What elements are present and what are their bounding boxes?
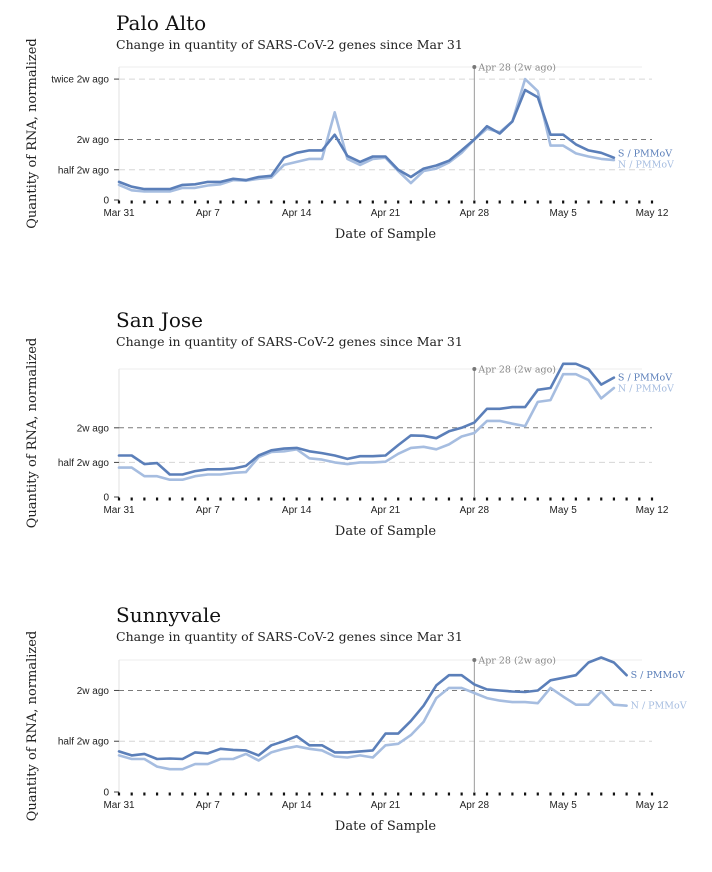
x-tick-label: May 12 xyxy=(636,505,669,516)
y-tick-label: 2w ago xyxy=(77,423,110,434)
series-line-s-pmmov xyxy=(117,362,616,476)
chart-subtitle: Change in quantity of SARS-CoV-2 genes s… xyxy=(116,37,463,52)
series-label-s-pmmov: S / PMMoV xyxy=(618,148,672,159)
marker-dot xyxy=(472,367,477,371)
series-line-n-pmmov xyxy=(117,686,628,771)
x-tick-label: Apr 7 xyxy=(196,800,220,811)
x-tick-label: Apr 21 xyxy=(371,505,401,516)
x-tick-label: Mar 31 xyxy=(103,800,135,811)
x-tick-label: Apr 21 xyxy=(371,800,401,811)
y-tick-label: twice 2w ago xyxy=(51,75,109,86)
x-tick-label: Mar 31 xyxy=(103,505,135,516)
chart-svg-san-jose: San Jose Change in quantity of SARS-CoV-2… xyxy=(25,308,674,539)
x-tick-label: Apr 14 xyxy=(282,800,312,811)
series-label-n-pmmov: N / PMMoV xyxy=(618,159,674,170)
marker-dot xyxy=(472,658,477,662)
marker-label: Apr 28 (2w ago) xyxy=(477,365,556,376)
chart-title: Palo Alto xyxy=(116,11,206,35)
series-label-s-pmmov: S / PMMoV xyxy=(631,670,685,681)
y-tick-label: 0 xyxy=(103,493,109,504)
chart-svg-sunnyvale: Sunnyvale Change in quantity of SARS-CoV-… xyxy=(25,603,687,834)
x-tick-label: May 5 xyxy=(550,800,578,811)
series-label-n-pmmov: N / PMMoV xyxy=(631,701,687,712)
series-label-s-pmmov: S / PMMoV xyxy=(618,372,672,383)
series-line-n-pmmov xyxy=(117,77,616,193)
series-label-n-pmmov: N / PMMoV xyxy=(618,383,674,394)
chart-title: Sunnyvale xyxy=(116,603,221,627)
x-tick-label: May 5 xyxy=(550,505,578,516)
x-axis-label: Date of Sample xyxy=(335,524,436,539)
x-tick-label: Apr 14 xyxy=(282,208,312,219)
marker-label: Apr 28 (2w ago) xyxy=(477,63,556,74)
chart-svg-palo-alto: Palo Alto Change in quantity of SARS-CoV-… xyxy=(25,11,674,242)
x-tick-label: Apr 14 xyxy=(282,505,312,516)
x-tick-label: Apr 21 xyxy=(371,208,401,219)
y-axis-label: Quantity of RNA, normalized xyxy=(25,38,40,229)
x-tick-label: May 12 xyxy=(636,208,669,219)
y-axis-label: Quantity of RNA, normalized xyxy=(25,631,40,822)
x-tick-label: Apr 28 xyxy=(460,505,490,516)
y-tick-label: half 2w ago xyxy=(58,737,110,748)
chart-panel-sunnyvale: Sunnyvale Change in quantity of SARS-CoV-… xyxy=(0,592,712,872)
x-tick-label: May 12 xyxy=(636,800,669,811)
series-line-s-pmmov xyxy=(117,88,616,191)
x-tick-label: Apr 7 xyxy=(196,505,220,516)
marker-label: Apr 28 (2w ago) xyxy=(477,656,556,667)
y-tick-label: half 2w ago xyxy=(58,165,110,176)
x-tick-label: Mar 31 xyxy=(103,208,135,219)
x-tick-label: Apr 28 xyxy=(460,208,490,219)
y-axis-label: Quantity of RNA, normalized xyxy=(25,338,40,529)
x-tick-label: Apr 28 xyxy=(460,800,490,811)
y-tick-label: half 2w ago xyxy=(58,458,110,469)
series-line-n-pmmov xyxy=(117,372,616,481)
chart-panel-palo-alto: Palo Alto Change in quantity of SARS-CoV-… xyxy=(0,0,712,280)
y-tick-label: 2w ago xyxy=(77,686,110,697)
x-axis-label: Date of Sample xyxy=(335,227,436,242)
x-tick-label: Apr 7 xyxy=(196,208,220,219)
y-tick-label: 2w ago xyxy=(77,135,110,146)
x-axis-label: Date of Sample xyxy=(335,819,436,834)
chart-panel-san-jose: San Jose Change in quantity of SARS-CoV-2… xyxy=(0,297,712,577)
chart-title: San Jose xyxy=(116,308,203,332)
series-line-s-pmmov xyxy=(117,656,628,761)
chart-subtitle: Change in quantity of SARS-CoV-2 genes s… xyxy=(116,629,463,644)
chart-subtitle: Change in quantity of SARS-CoV-2 genes s… xyxy=(116,334,463,349)
y-tick-label: 0 xyxy=(103,788,109,799)
marker-dot xyxy=(472,65,477,69)
y-tick-label: 0 xyxy=(103,196,109,207)
x-tick-label: May 5 xyxy=(550,208,578,219)
